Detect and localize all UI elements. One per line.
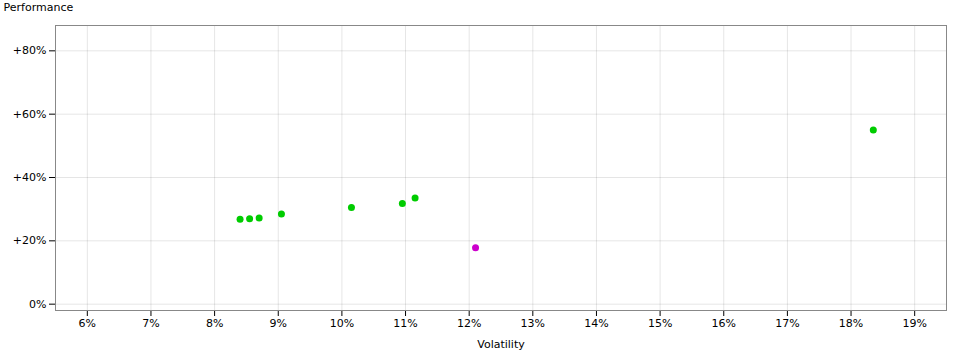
svg-text:12%: 12% bbox=[457, 317, 481, 330]
svg-text:6%: 6% bbox=[79, 317, 96, 330]
svg-text:17%: 17% bbox=[775, 317, 799, 330]
svg-text:+40%: +40% bbox=[13, 171, 47, 184]
svg-text:16%: 16% bbox=[712, 317, 736, 330]
svg-text:9%: 9% bbox=[270, 317, 287, 330]
svg-text:7%: 7% bbox=[142, 317, 159, 330]
svg-text:14%: 14% bbox=[584, 317, 608, 330]
svg-text:+20%: +20% bbox=[13, 234, 47, 247]
svg-text:11%: 11% bbox=[393, 317, 417, 330]
svg-text:Volatility: Volatility bbox=[477, 338, 525, 350]
svg-text:+60%: +60% bbox=[13, 108, 47, 121]
svg-text:10%: 10% bbox=[330, 317, 354, 330]
svg-text:+80%: +80% bbox=[13, 44, 47, 57]
svg-text:18%: 18% bbox=[839, 317, 863, 330]
svg-text:0%: 0% bbox=[29, 298, 46, 311]
svg-text:15%: 15% bbox=[648, 317, 672, 330]
svg-text:Performance: Performance bbox=[4, 1, 74, 14]
svg-text:8%: 8% bbox=[206, 317, 223, 330]
svg-text:13%: 13% bbox=[521, 317, 545, 330]
svg-text:19%: 19% bbox=[902, 317, 926, 330]
